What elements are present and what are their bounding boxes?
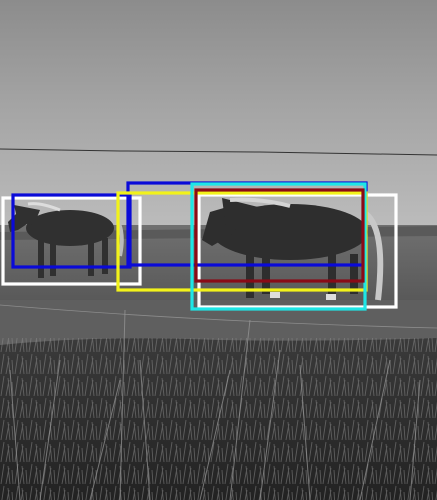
- grass-blades: [9, 309, 421, 500]
- bbox-darkred: [194, 188, 365, 283]
- horse-left: [8, 202, 124, 278]
- bbox-white-left: [1, 196, 142, 286]
- bbox-cyan: [190, 182, 367, 311]
- fence-wire: [0, 148, 437, 156]
- fence-wire-lower: [0, 304, 437, 329]
- bbox-white-right: [197, 193, 398, 309]
- bbox-blue-left: [11, 193, 132, 269]
- horse-right: [202, 197, 384, 301]
- sky: [0, 0, 437, 235]
